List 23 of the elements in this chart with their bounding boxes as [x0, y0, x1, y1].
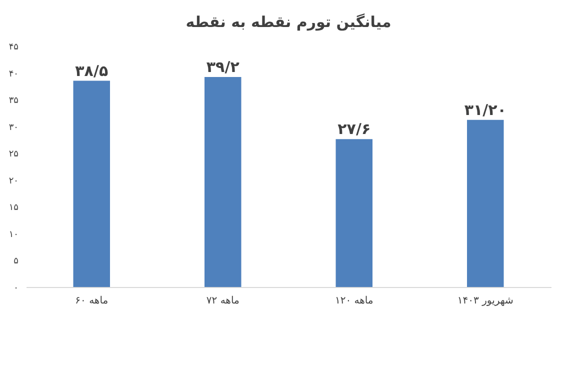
- y-tick-label: ۳۵: [8, 96, 19, 106]
- data-label: ۳۹/۲: [206, 58, 240, 76]
- y-tick-label: ۳۰: [8, 122, 18, 133]
- y-tick-label: ۵: [14, 256, 19, 267]
- y-tick-label: ۲۵: [8, 150, 19, 160]
- y-tick-label: ۴۵: [8, 42, 19, 52]
- x-tick-label: ۶۰ ماهه: [75, 296, 108, 306]
- bar: [467, 120, 504, 287]
- x-tick-label: شهریور ۱۴۰۳: [457, 296, 514, 306]
- bar: [204, 77, 242, 287]
- y-tick-label: ۴۰: [8, 69, 18, 80]
- x-tick-label: ۱۲۰ ماهه: [334, 296, 374, 306]
- y-tick-label: ۱۰: [8, 230, 18, 240]
- chart-title: میانگین تورم نقطه به نقطه: [186, 13, 392, 31]
- bar: [336, 139, 372, 287]
- y-tick-label: ۱۵: [8, 203, 19, 214]
- data-label: ۲۷/۶: [338, 120, 371, 138]
- x-tick-label: ۷۲ ماهه: [206, 296, 240, 306]
- y-tick-label: ۲۰: [8, 176, 18, 186]
- data-label: ۳۸/۵: [75, 62, 108, 80]
- y-tick-label: ۰: [14, 284, 18, 294]
- data-label: ۳۱/۲۰: [464, 100, 506, 119]
- bar: [73, 80, 110, 287]
